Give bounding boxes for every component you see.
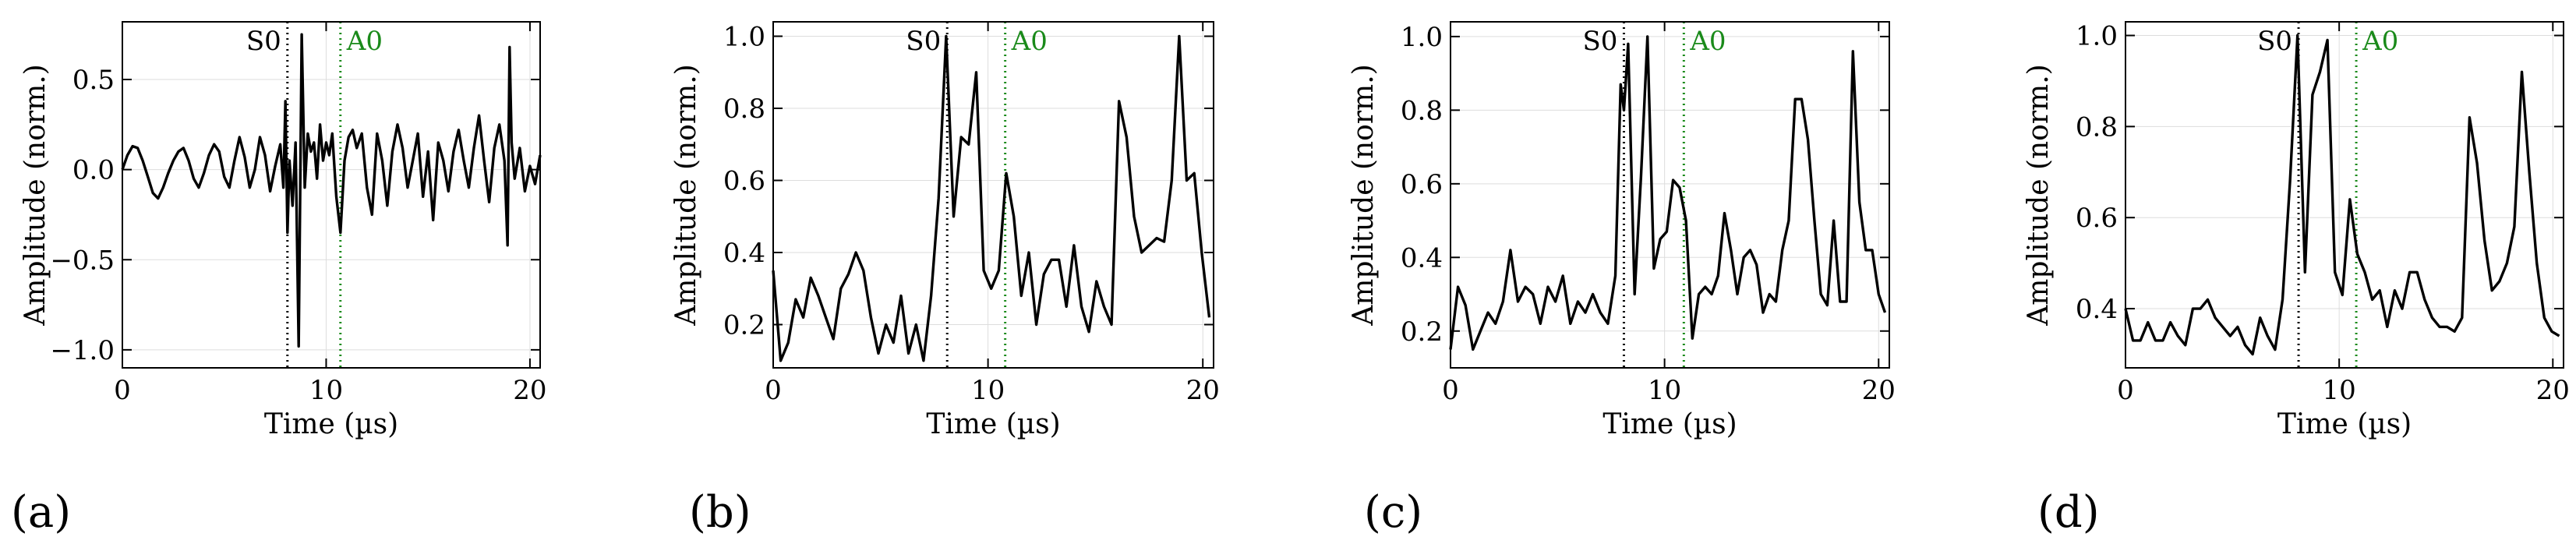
x-tick-label: 20 bbox=[513, 375, 546, 406]
y-tick-label: 1.0 bbox=[2076, 21, 2118, 52]
x-tick-label: 10 bbox=[1648, 375, 1681, 406]
y-tick-label: 0.4 bbox=[2076, 294, 2118, 325]
chart-panel-4: S0 A0 0.4 0.6 0.8 1.0 0 10 20 Time (µs) Amplitude … bbox=[2023, 21, 2570, 538]
x-tick-label: 10 bbox=[971, 375, 1005, 406]
y-tick-label: −1.0 bbox=[50, 335, 115, 366]
y-axis-label: Amplitude (norm.) bbox=[1348, 64, 1380, 326]
y-tick-label: 0.8 bbox=[2076, 111, 2118, 143]
axes-frame bbox=[122, 21, 541, 369]
x-axis-label: Time (µs) bbox=[926, 408, 1060, 440]
chart-panel-3: S0 A0 0.2 0.4 0.6 0.8 1.0 0 10 20 Time (µs) Amplitu… bbox=[1348, 21, 1896, 538]
x-tick-label: 0 bbox=[765, 375, 782, 406]
y-axis-label: Amplitude (norm.) bbox=[19, 64, 51, 326]
axes-frame bbox=[772, 21, 1214, 369]
x-tick-label: 0 bbox=[1442, 375, 1459, 406]
x-tick-label: 10 bbox=[309, 375, 343, 406]
chart-panel-2: S0 A0 0.2 0.4 0.6 0.8 1.0 0 10 20 Time (µs) Amplitu… bbox=[670, 21, 1220, 538]
y-tick-label: 0.4 bbox=[1401, 242, 1443, 274]
y-axis-label: Amplitude (norm.) bbox=[2023, 64, 2055, 326]
panel-label: (a) bbox=[11, 487, 71, 538]
marker-label-s0: S0 bbox=[906, 26, 941, 57]
marker-label-a0: A0 bbox=[346, 26, 383, 57]
x-tick-label: 10 bbox=[2323, 375, 2356, 406]
series-line bbox=[772, 34, 1211, 362]
x-axis-label: Time (µs) bbox=[1602, 408, 1737, 440]
y-tick-label: 0.0 bbox=[72, 155, 115, 186]
series-line bbox=[2124, 34, 2560, 356]
panel-label: (c) bbox=[1364, 487, 1422, 538]
marker-label-a0: A0 bbox=[2362, 26, 2398, 57]
marker-label-a0: A0 bbox=[1689, 26, 1726, 57]
y-tick-label: 0.6 bbox=[1401, 169, 1443, 200]
axes-frame bbox=[2125, 21, 2564, 369]
y-tick-label: 0.2 bbox=[1401, 316, 1443, 348]
y-tick-label: 0.2 bbox=[723, 310, 765, 341]
panel-label: (d) bbox=[2037, 487, 2100, 538]
marker-label-s0: S0 bbox=[246, 26, 281, 57]
y-tick-label: 0.6 bbox=[723, 166, 765, 197]
x-tick-label: 20 bbox=[1862, 375, 1896, 406]
y-tick-label: 0.4 bbox=[723, 238, 765, 269]
y-tick-label: −0.5 bbox=[50, 245, 115, 276]
marker-label-s0: S0 bbox=[2257, 26, 2292, 57]
axes-frame bbox=[1450, 21, 1890, 369]
x-axis-label: Time (µs) bbox=[2277, 408, 2412, 440]
series-line bbox=[121, 33, 542, 348]
panel-label: (b) bbox=[689, 487, 751, 538]
marker-label-a0: A0 bbox=[1011, 26, 1048, 57]
x-tick-label: 20 bbox=[2536, 375, 2570, 406]
y-tick-label: 0.6 bbox=[2076, 203, 2118, 234]
x-tick-label: 0 bbox=[114, 375, 131, 406]
y-tick-label: 1.0 bbox=[1401, 22, 1443, 53]
y-tick-label: 1.0 bbox=[723, 22, 765, 53]
y-tick-label: 0.8 bbox=[1401, 95, 1443, 126]
chart-panel-1: S0 A0 −1.0 −0.5 0.0 0.5 0 10 20 Time (µs) Amplitud… bbox=[11, 21, 547, 538]
marker-label-s0: S0 bbox=[1583, 26, 1618, 57]
y-tick-label: 0.8 bbox=[723, 94, 765, 125]
series-line bbox=[1449, 35, 1887, 351]
x-tick-label: 0 bbox=[2117, 375, 2134, 406]
x-axis-label: Time (µs) bbox=[264, 408, 398, 440]
x-tick-label: 20 bbox=[1186, 375, 1220, 406]
y-tick-label: 0.5 bbox=[72, 65, 115, 96]
y-axis-label: Amplitude (norm.) bbox=[670, 64, 702, 326]
